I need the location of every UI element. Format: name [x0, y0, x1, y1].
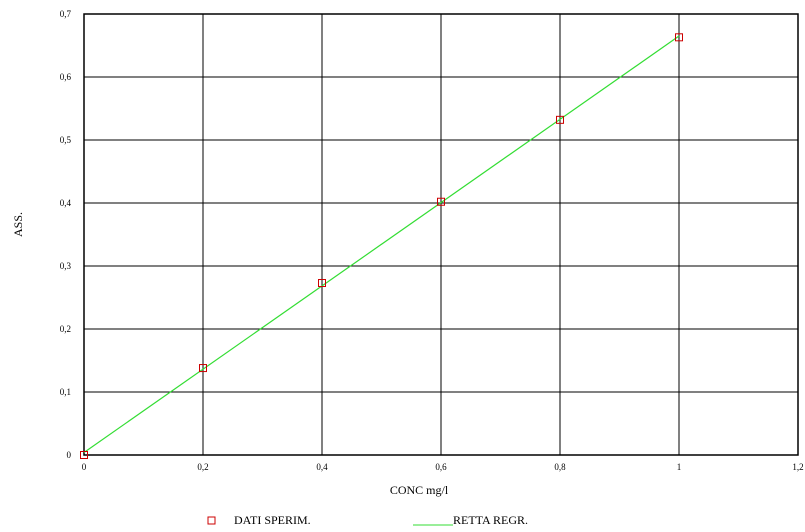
x-tick-label: 0 [82, 462, 87, 472]
y-tick-label: 0,3 [60, 261, 72, 271]
series-line-layer [83, 35, 680, 453]
x-tick-label: 1 [677, 462, 682, 472]
y-tick-label: 0,1 [60, 387, 71, 397]
legend-marker-dati-sperim [207, 516, 216, 525]
data-point-marker [675, 33, 683, 42]
data-point-marker [199, 364, 207, 373]
data-point-marker [318, 279, 326, 288]
plot-frame [83, 13, 799, 456]
x-axis-ticks: 0 0,2 0,4 0,6 0,8 1 1,2 [82, 462, 804, 472]
y-axis-ticks: 0 0,1 0,2 0,3 0,4 0,5 0,6 0,7 [60, 9, 72, 460]
regression-line-segment [83, 35, 680, 453]
x-tick-label: 1,2 [792, 462, 803, 472]
data-point-marker [437, 197, 445, 206]
x-tick-label: 0,2 [197, 462, 208, 472]
grid [83, 13, 799, 456]
x-tick-label: 0,6 [435, 462, 447, 472]
data-point-marker [80, 451, 88, 459]
legend: DATI SPERIM. RETTA REGR. [207, 513, 528, 527]
data-point-marker [556, 115, 564, 124]
y-tick-label: 0,6 [60, 72, 72, 82]
y-axis-title: ASS. [11, 212, 25, 237]
legend-label-retta-regr: RETTA REGR. [453, 513, 528, 527]
y-tick-label: 0,7 [60, 9, 72, 19]
series-marker-layer [80, 33, 683, 459]
y-tick-label: 0,5 [60, 135, 72, 145]
y-tick-label: 0,2 [60, 324, 71, 334]
x-tick-label: 0,4 [316, 462, 328, 472]
legend-label-dati-sperim: DATI SPERIM. [234, 513, 311, 527]
x-tick-label: 0,8 [554, 462, 566, 472]
y-tick-label: 0,4 [60, 198, 72, 208]
y-tick-label: 0 [67, 450, 72, 460]
x-axis-title: CONC mg/l [390, 483, 449, 497]
